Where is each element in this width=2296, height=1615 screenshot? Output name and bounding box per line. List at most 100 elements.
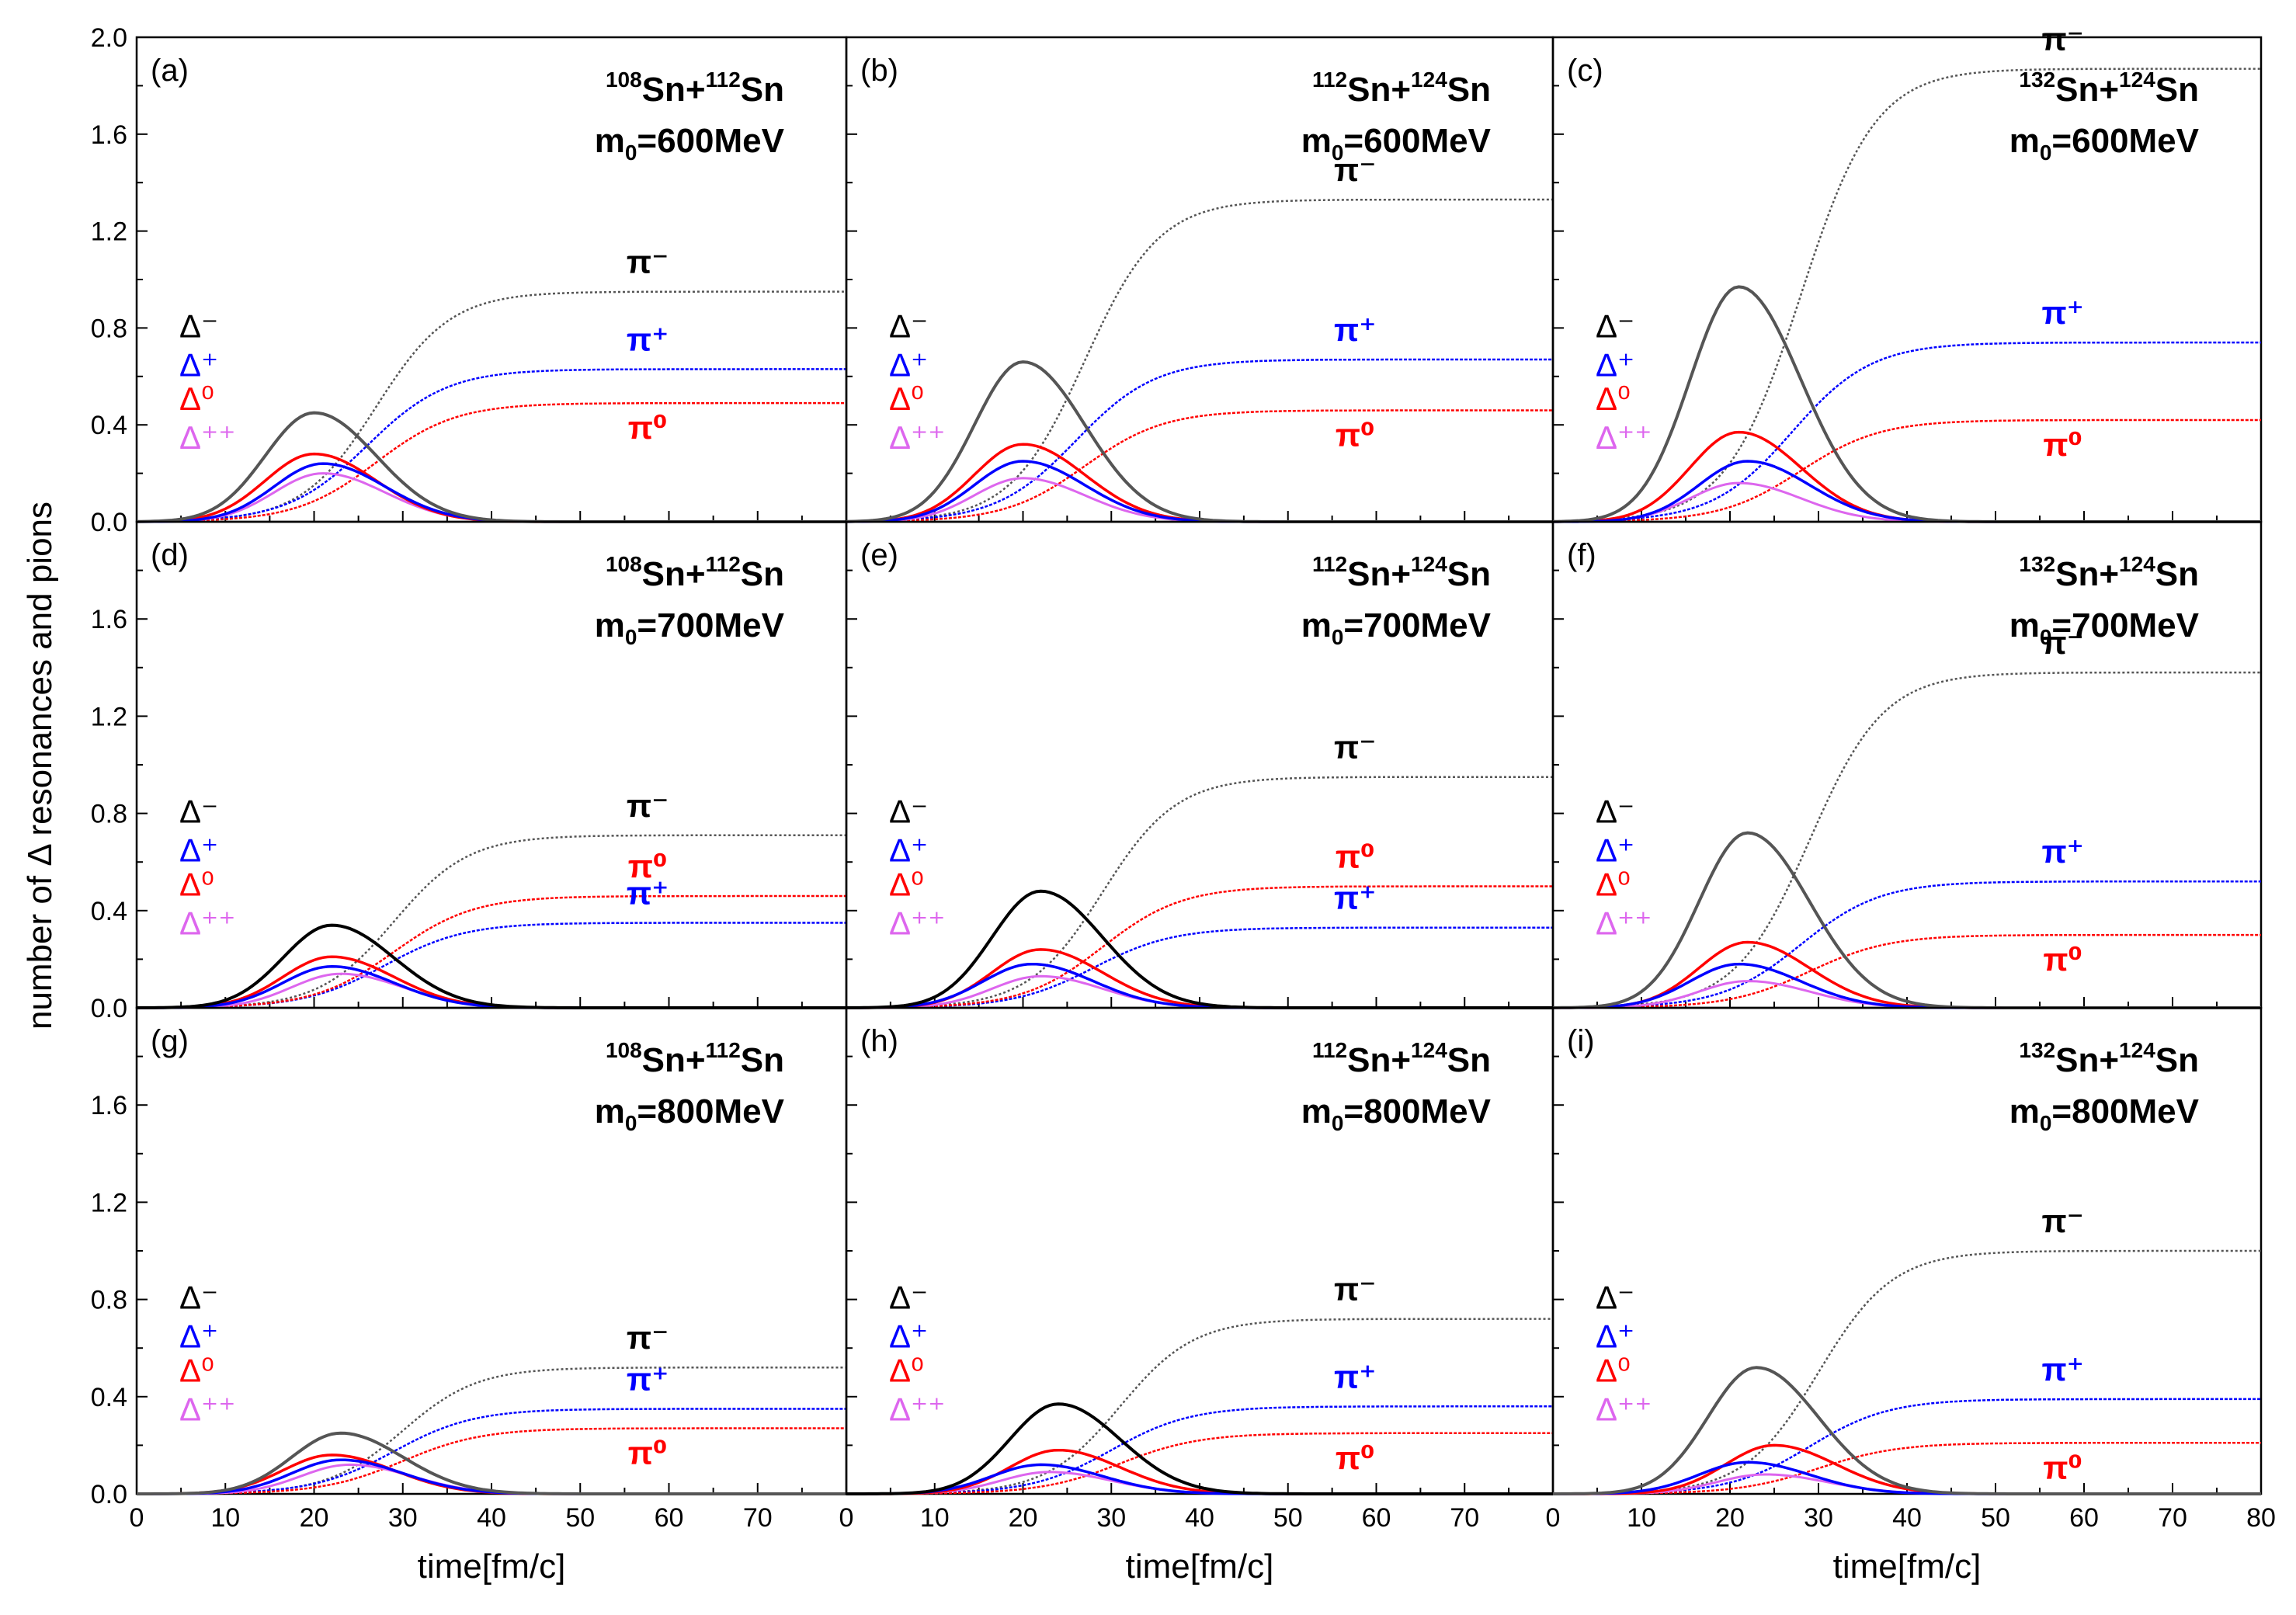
x-tick-label: 40 [1892, 1503, 1922, 1533]
panel-g: (g) 108Sn+112Sn m0=800MeV Δ⁻Δ⁺Δ⁰Δ⁺⁺ π⁻ π⁺ π⁰ 0 1… [91, 1006, 848, 1585]
x-tick-label: 0 [130, 1503, 144, 1533]
system-label: 132Sn+124Sn [2019, 552, 2199, 593]
label-pi-zero: π⁰ [1336, 839, 1375, 875]
label-delta-minus: Δ⁻ [889, 794, 928, 830]
panel-a: (a) 108Sn+112Sn m0=600MeV Δ⁻Δ⁺Δ⁰Δ⁺⁺ π⁻ π⁺ π⁰ 0.… [91, 23, 848, 537]
m0-label: m0=800MeV [2009, 1092, 2200, 1135]
panel-frame [135, 1006, 848, 1495]
panel-label: (d) [151, 538, 189, 572]
y-tick-label: 0.0 [91, 994, 127, 1023]
label-delta-plus: Δ⁺ [179, 1318, 218, 1355]
label-delta-zero: Δ⁰ [889, 867, 924, 903]
x-tick-label: 20 [1009, 1503, 1038, 1533]
m0-label: m0=600MeV [595, 122, 785, 165]
y-tick-label: 1.2 [91, 702, 127, 731]
label-delta-plus: Δ⁺ [889, 1318, 928, 1355]
label-pi-zero: π⁰ [1336, 1440, 1375, 1476]
label-delta-pp: Δ⁺⁺ [179, 419, 235, 456]
curve-pi-plus [846, 358, 1553, 523]
label-pi-minus: π⁻ [2041, 624, 2083, 661]
x-tick-label: 70 [2158, 1503, 2187, 1533]
panel-frame [135, 520, 848, 1009]
x-tick-label: 60 [1362, 1503, 1391, 1533]
system-label: 112Sn+124Sn [1312, 1038, 1491, 1079]
y-tick-label: 0.8 [91, 1286, 127, 1315]
x-tick-label: 20 [1715, 1503, 1745, 1533]
x-tick-label: 30 [1804, 1503, 1833, 1533]
m0-label: m0=700MeV [1301, 606, 1492, 649]
label-delta-minus: Δ⁻ [1596, 794, 1634, 830]
curve-delta-minus [846, 1402, 1553, 1495]
x-tick-label: 70 [743, 1503, 773, 1533]
panel-frame [1551, 36, 2263, 523]
x-tick-label: 50 [1981, 1503, 2010, 1533]
label-delta-zero: Δ⁰ [1596, 380, 1631, 417]
label-pi-zero: π⁰ [2043, 1449, 2082, 1485]
curve-pi-minus [137, 290, 846, 523]
panel-e: (e) 112Sn+124Sn m0=700MeV Δ⁻Δ⁺Δ⁰Δ⁺⁺ π⁻ π⁺ π⁰ [845, 520, 1554, 1009]
label-pi-minus: π⁻ [627, 244, 669, 280]
curve-pi-zero [1553, 419, 2261, 523]
y-tick-label: 1.2 [91, 217, 127, 247]
label-delta-zero: Δ⁰ [1596, 867, 1631, 903]
label-pi-zero: π⁰ [628, 1434, 668, 1471]
x-axis-label: time[fm/c] [1126, 1547, 1274, 1585]
curve-delta-minus [846, 360, 1553, 523]
m0-label: m0=700MeV [2009, 606, 2200, 649]
panel-frame [845, 520, 1554, 1009]
y-tick-label: 0.8 [91, 314, 127, 343]
curve-pi-zero [1553, 1442, 2261, 1495]
y-tick-label: 2.0 [91, 23, 127, 53]
x-tick-label: 20 [300, 1503, 329, 1533]
curve-pi-minus [136, 834, 846, 1009]
y-tick-label: 0.4 [91, 1383, 127, 1412]
y-tick-label: 0.4 [91, 411, 127, 440]
x-tick-label: 30 [388, 1503, 418, 1533]
y-tick-label: 1.2 [91, 1188, 127, 1217]
label-delta-pp: Δ⁺⁺ [179, 1391, 235, 1428]
panel-frame [845, 1006, 1554, 1495]
label-pi-minus: π⁻ [1334, 729, 1376, 766]
label-pi-plus: π⁺ [2041, 833, 2083, 870]
y-tick-label: 1.6 [91, 605, 127, 634]
curve-pi-minus [1552, 1249, 2261, 1495]
curve-pi-zero [136, 894, 846, 1009]
label-delta-minus: Δ⁻ [889, 307, 928, 344]
curve-delta-minus [846, 889, 1553, 1009]
system-label: 108Sn+112Sn [606, 68, 784, 109]
system-label: 108Sn+112Sn [606, 1038, 784, 1079]
label-delta-zero: Δ⁰ [179, 1353, 214, 1389]
label-pi-minus: π⁻ [2041, 21, 2083, 57]
label-pi-zero: π⁰ [628, 409, 668, 446]
x-tick-label: 50 [1273, 1503, 1303, 1533]
panel-label: (i) [1567, 1024, 1595, 1058]
label-pi-plus: π⁺ [1334, 1358, 1376, 1394]
label-delta-plus: Δ⁺ [1596, 1318, 1634, 1355]
panel-label: (h) [860, 1024, 898, 1058]
label-delta-zero: Δ⁰ [179, 867, 214, 903]
panel-i: (i) 132Sn+124Sn m0=800MeV Δ⁻Δ⁺Δ⁰Δ⁺⁺ π⁻ π⁺ π⁰ 0 1… [1546, 1006, 2276, 1585]
label-delta-minus: Δ⁻ [179, 307, 218, 344]
label-delta-plus: Δ⁺ [179, 346, 218, 383]
system-label: 132Sn+124Sn [2019, 1038, 2199, 1079]
panel-label: (a) [151, 54, 189, 88]
m0-label: m0=800MeV [595, 1092, 785, 1135]
y-tick-label: 0.0 [91, 1480, 127, 1509]
curve-pi-plus [136, 368, 846, 523]
label-delta-pp: Δ⁺⁺ [889, 905, 945, 942]
label-pi-plus: π⁺ [1334, 880, 1376, 916]
label-pi-minus: π⁻ [627, 787, 669, 824]
x-tick-label: 0 [839, 1503, 854, 1533]
label-delta-zero: Δ⁰ [889, 1353, 924, 1389]
system-label: 108Sn+112Sn [606, 552, 784, 593]
label-pi-minus: π⁻ [1334, 1271, 1376, 1308]
system-label: 112Sn+124Sn [1312, 68, 1491, 109]
m0-label: m0=800MeV [1301, 1092, 1492, 1135]
y-tick-label: 1.6 [91, 120, 127, 150]
panel-label: (b) [860, 54, 898, 88]
x-axis-label: time[fm/c] [1833, 1547, 1982, 1585]
panel-h: (h) 112Sn+124Sn m0=800MeV Δ⁻Δ⁺Δ⁰Δ⁺⁺ π⁻ π⁺ π⁰ 0 1… [839, 1006, 1554, 1585]
label-delta-pp: Δ⁺⁺ [1596, 1391, 1652, 1428]
label-delta-minus: Δ⁻ [1596, 307, 1634, 344]
